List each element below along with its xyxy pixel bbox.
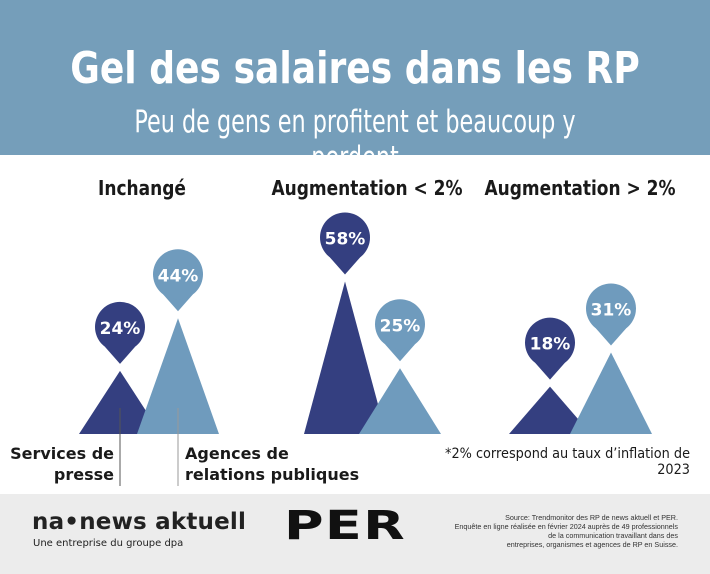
pin-pointer (535, 362, 565, 380)
pin-pointer (596, 328, 626, 346)
pin-pointer (105, 346, 135, 364)
pin-value-label: 44% (158, 266, 199, 286)
pin-circle (153, 249, 203, 300)
source-line: entreprises, organismes et agences de RP… (506, 540, 678, 549)
peak-triangle (359, 368, 441, 434)
pin-value-label: 25% (380, 316, 421, 336)
legend-line: Agences de (185, 444, 289, 463)
peak-triangle (304, 281, 386, 434)
source-line: Source: Trendmonitor des RP de news aktu… (505, 513, 678, 522)
pin-value-label: 18% (530, 335, 571, 355)
pin-value-label: 58% (325, 229, 366, 249)
pin-pointer (163, 294, 193, 312)
pin-circle (525, 317, 575, 368)
per-logo: PER (284, 503, 407, 549)
pin-circle (586, 283, 636, 334)
legend-line: Services de (10, 444, 114, 463)
source-line: Enquête en ligne réalisée en février 202… (454, 522, 678, 531)
inflation-note: *2% correspond au taux d’inflation de 20… (445, 446, 690, 478)
pin-value-label: 24% (100, 319, 141, 339)
peak-triangle (79, 370, 161, 434)
category-label-augmentation-gt2: Augmentation > 2% (484, 176, 676, 200)
legend-label-services-de-presse: Services de presse (10, 443, 114, 485)
header-banner: Gel des salaires dans les RP Peu de gens… (0, 0, 710, 176)
legend-line: relations publiques (185, 465, 360, 484)
category-label-augmentation-lt2: Augmentation < 2% (271, 176, 463, 200)
pin-pointer (330, 257, 360, 275)
peak-triangle (509, 386, 591, 434)
footer: na•news aktuell Une entreprise du groupe… (0, 494, 710, 574)
pin-circle (375, 299, 425, 350)
news-aktuell-logo: na•news aktuell (32, 509, 247, 535)
pin-value-label: 31% (591, 300, 632, 320)
peak-triangle (570, 352, 652, 434)
peak-chart: 24% 44% 58% 25% 18% 31% (79, 212, 652, 486)
source-line: de la communication travaillant dans des (548, 531, 678, 540)
page-title: Gel des salaires dans les RP (70, 43, 640, 94)
news-aktuell-tagline: Une entreprise du groupe dpa (33, 538, 184, 549)
pin-circle (95, 301, 145, 352)
category-label-inchange: Inchangé (98, 176, 186, 200)
legend-line: presse (53, 465, 114, 484)
pin-circle (320, 212, 370, 263)
source-note: Source: Trendmonitor des RP de news aktu… (418, 513, 678, 549)
page-subtitle: Peu de gens en profitent et beaucoup y p… (134, 104, 576, 176)
pin-pointer (385, 344, 415, 362)
peak-triangle (137, 318, 219, 434)
legend-label-agences-rp: Agences de relations publiques (185, 443, 359, 485)
